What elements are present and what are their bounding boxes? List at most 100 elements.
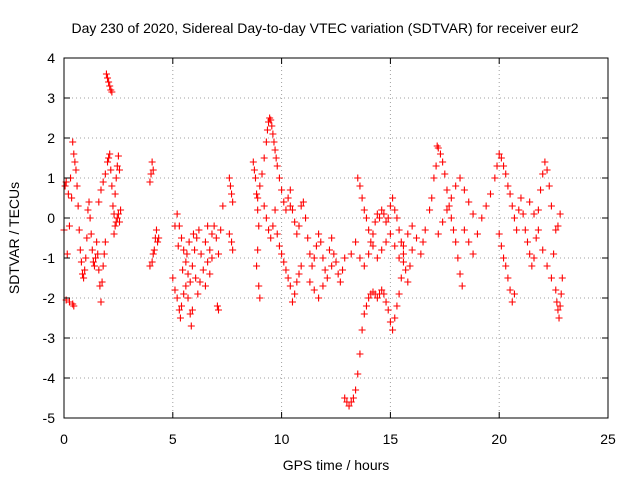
data-point [447,194,455,202]
data-point [443,186,451,194]
data-point [282,266,290,274]
data-point [510,290,518,298]
data-point [254,206,262,214]
data-point [380,290,388,298]
data-point [358,194,366,202]
data-point [113,162,121,170]
data-point [82,254,90,262]
data-point [228,190,236,198]
data-point [286,282,294,290]
y-tick-label: 0 [47,210,55,226]
data-point [541,158,549,166]
data-point [419,238,427,246]
data-point [356,254,364,262]
data-point [149,250,157,258]
data-point [528,262,536,270]
data-point [360,310,368,318]
data-point [345,402,353,410]
data-point [147,170,155,178]
data-point [452,238,460,246]
data-point [288,298,296,306]
data-point [193,234,201,242]
data-point [173,294,181,302]
data-point [502,170,510,178]
data-point [63,250,71,258]
data-point [186,310,194,318]
data-point [179,266,187,274]
data-point [371,218,379,226]
data-point [188,262,196,270]
data-point [212,234,220,242]
data-point [378,246,386,254]
data-point [395,254,403,262]
data-point [399,242,407,250]
data-point [295,222,303,230]
data-point [306,250,314,258]
data-point [254,194,262,202]
data-point [508,298,516,306]
data-point [552,226,560,234]
data-point [297,202,305,210]
data-point [493,162,501,170]
data-point [297,262,305,270]
data-point [155,234,163,242]
data-point [217,226,225,234]
data-point [176,314,184,322]
data-point [206,246,214,254]
data-point [255,222,263,230]
data-point [354,370,362,378]
data-point [408,222,416,230]
y-tick-label: -3 [43,330,56,346]
data-point [543,166,551,174]
data-point [90,262,98,270]
data-point [506,286,514,294]
data-point [267,116,275,124]
data-point [473,230,481,238]
y-tick-label: 4 [47,50,55,66]
data-point [408,246,416,254]
data-point [199,266,207,274]
data-point [478,214,486,222]
data-point [539,170,547,178]
data-point [260,202,268,210]
data-point [228,238,236,246]
data-point [317,238,325,246]
data-point [406,262,414,270]
data-point [486,190,494,198]
data-point [273,162,281,170]
y-tick-label: -4 [43,370,56,386]
data-point [284,194,292,202]
data-point [373,210,381,218]
data-point [184,294,192,302]
data-point [293,278,301,286]
data-point [208,230,216,238]
data-point [495,230,503,238]
data-point [262,138,270,146]
data-point [104,74,112,82]
data-point [107,166,115,174]
data-point [97,298,105,306]
data-point [521,226,529,234]
data-point [250,166,258,174]
data-point [376,214,384,222]
data-point [180,246,188,254]
data-point [206,270,214,278]
data-point [271,146,279,154]
data-point [369,230,377,238]
data-point [254,246,262,254]
data-point [169,274,177,282]
data-point [513,226,521,234]
data-point [286,186,294,194]
data-point [319,282,327,290]
data-point [286,202,294,210]
data-point [386,202,394,210]
data-point [347,398,355,406]
data-point [557,290,565,298]
data-point [482,202,490,210]
data-point [80,274,88,282]
plot-frame [63,57,609,419]
data-point [99,178,107,186]
data-point [555,314,563,322]
data-point [382,298,390,306]
data-point [226,182,234,190]
